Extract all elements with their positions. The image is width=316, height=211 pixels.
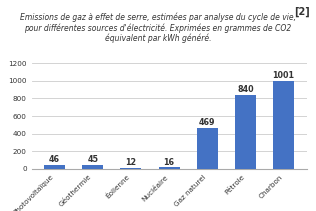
Bar — [159, 167, 179, 169]
Bar — [197, 128, 218, 169]
Text: équivalent par kWh généré.: équivalent par kWh généré. — [105, 34, 211, 43]
Text: [2]: [2] — [294, 6, 310, 17]
Text: 12: 12 — [125, 158, 137, 167]
Bar — [120, 168, 141, 169]
Text: 840: 840 — [237, 85, 254, 94]
Bar — [235, 95, 256, 169]
Text: Emissions de gaz à effet de serre, estimées par analyse du cycle de vie,: Emissions de gaz à effet de serre, estim… — [20, 13, 296, 22]
Bar — [273, 81, 294, 169]
Text: pour différentes sources d'électricité. Exprimées en grammes de CO2: pour différentes sources d'électricité. … — [24, 23, 292, 33]
Text: 46: 46 — [49, 155, 60, 164]
Text: 16: 16 — [164, 158, 174, 166]
Text: 1001: 1001 — [272, 71, 295, 80]
Bar — [44, 165, 65, 169]
Bar — [82, 165, 103, 169]
Text: 469: 469 — [199, 118, 216, 127]
Text: 45: 45 — [87, 155, 98, 164]
